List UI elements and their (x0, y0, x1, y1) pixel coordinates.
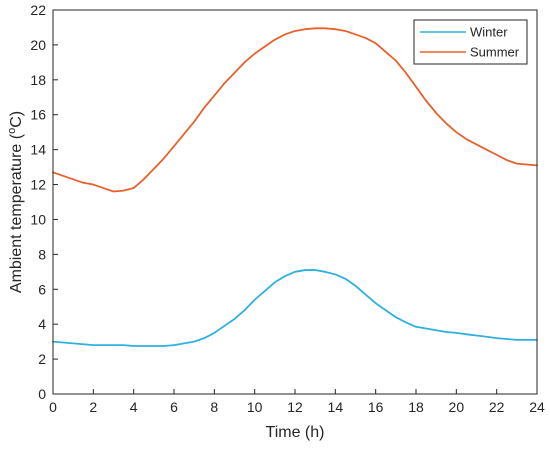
y-tick-label: 10 (30, 211, 46, 227)
y-tick-label: 8 (38, 246, 46, 262)
x-tick-label: 6 (170, 399, 178, 415)
x-tick-label: 10 (247, 399, 263, 415)
plot-frame (52, 9, 538, 395)
y-tick-label: 20 (30, 37, 46, 53)
x-axis-label: Time (h) (266, 424, 325, 441)
y-tick-label: 22 (30, 2, 46, 18)
y-axis-label-degree: o (6, 128, 18, 134)
legend-label-winter: Winter (470, 25, 508, 40)
x-tick-label: 20 (449, 399, 465, 415)
x-tick-label: 24 (529, 399, 545, 415)
y-tick-label: 16 (30, 107, 46, 123)
x-tick-label: 22 (489, 399, 505, 415)
y-tick-label: 14 (30, 142, 46, 158)
series-line-summer (52, 27, 538, 193)
x-tick-label: 16 (368, 399, 384, 415)
series-layer (52, 27, 538, 347)
y-axis-label: Ambient temperature (oC) (6, 111, 25, 293)
y-tick-label: 2 (38, 351, 46, 367)
x-tick-label: 2 (89, 399, 97, 415)
x-tick-label: 18 (408, 399, 424, 415)
x-tick-label: 12 (287, 399, 303, 415)
y-axis-label-unit: C) (8, 111, 25, 128)
y-tick-label: 18 (30, 72, 46, 88)
x-tick-label: 14 (328, 399, 344, 415)
x-tick-label: 8 (210, 399, 218, 415)
x-tick-label: 4 (130, 399, 138, 415)
y-axis-label-main: Ambient temperature ( (8, 133, 25, 293)
legend-box (413, 19, 528, 65)
x-tick-label: 0 (49, 399, 57, 415)
plot-background (53, 10, 537, 394)
y-tick-label: 6 (38, 281, 46, 297)
legend-label-summer: Summer (470, 45, 520, 60)
y-tick-label: 0 (38, 386, 46, 402)
y-tick-label: 12 (30, 177, 46, 193)
series-line-winter (52, 269, 538, 347)
legend: Winter Summer (413, 19, 528, 65)
y-tick-label: 4 (38, 316, 46, 332)
